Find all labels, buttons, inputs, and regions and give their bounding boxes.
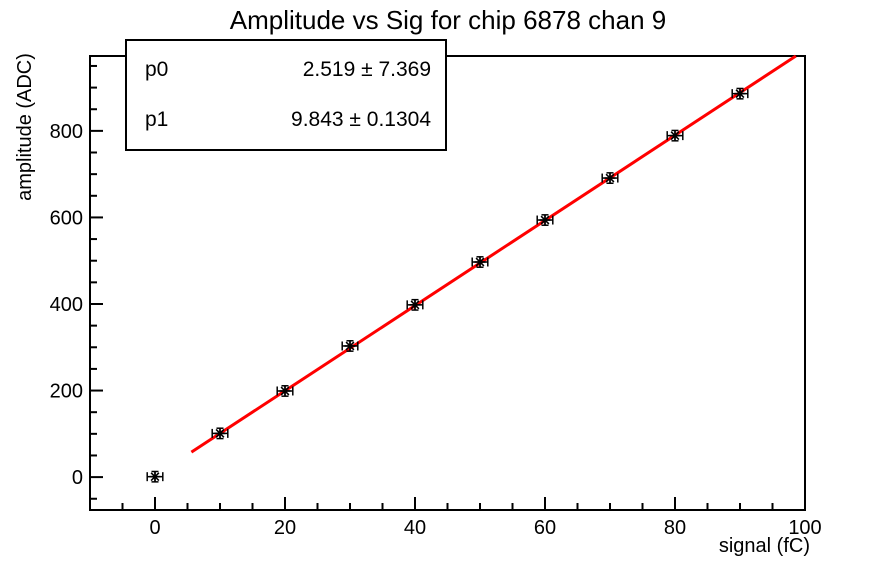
x-tick-label: 40 <box>404 517 426 539</box>
y-tick-label: 600 <box>50 207 83 229</box>
data-point[interactable] <box>731 87 749 100</box>
asterisk-marker <box>540 215 550 225</box>
axis-tick-labels: 0 20 40 60 80 100 0 200 400 600 800 <box>50 121 822 539</box>
x-tick-label: 0 <box>149 517 160 539</box>
asterisk-marker <box>475 257 485 267</box>
x-axis-title: signal (fC) <box>719 535 810 557</box>
axis-ticks <box>89 64 806 510</box>
x-tick-label: 60 <box>534 517 556 539</box>
data-point[interactable] <box>601 172 619 184</box>
data-point[interactable] <box>536 214 554 226</box>
fit-line[interactable] <box>190 54 797 454</box>
stat-label-p1: p1 <box>145 108 169 131</box>
asterisk-marker <box>150 472 160 482</box>
stats-row-p1: p1 9.843 ± 0.1304 <box>145 108 431 132</box>
stat-label-p0: p0 <box>145 58 169 81</box>
asterisk-marker <box>410 300 420 310</box>
x-tick-label: 20 <box>274 517 296 539</box>
y-tick-label: 0 <box>72 467 83 489</box>
y-tick-label: 800 <box>50 121 83 143</box>
asterisk-marker <box>605 173 615 183</box>
stat-value-p0: 2.519 ± 7.369 <box>302 58 431 81</box>
x-tick-label: 100 <box>788 517 821 539</box>
asterisk-marker <box>215 428 225 438</box>
stat-value-p1: 9.843 ± 0.1304 <box>291 108 431 131</box>
chart-title: Amplitude vs Sig for chip 6878 chan 9 <box>229 5 667 35</box>
asterisk-marker <box>735 89 745 99</box>
data-point[interactable] <box>666 129 684 142</box>
x-tick-label: 80 <box>664 517 686 539</box>
y-tick-label: 200 <box>50 381 83 403</box>
data-point[interactable] <box>406 298 424 311</box>
asterisk-marker <box>670 131 680 141</box>
asterisk-marker <box>280 386 290 396</box>
data-point[interactable] <box>211 427 229 440</box>
data-point[interactable] <box>276 385 294 397</box>
asterisk-marker <box>345 341 355 351</box>
stats-row-p0: p0 2.519 ± 7.369 <box>145 58 431 82</box>
data-point[interactable] <box>341 340 359 352</box>
y-axis-title: amplitude (ADC) <box>14 53 36 201</box>
fit-stats-box[interactable]: p0 2.519 ± 7.369 p1 9.843 ± 0.1304 <box>125 39 447 151</box>
data-point[interactable] <box>471 256 489 268</box>
y-tick-label: 400 <box>50 294 83 316</box>
data-point[interactable] <box>146 470 164 483</box>
